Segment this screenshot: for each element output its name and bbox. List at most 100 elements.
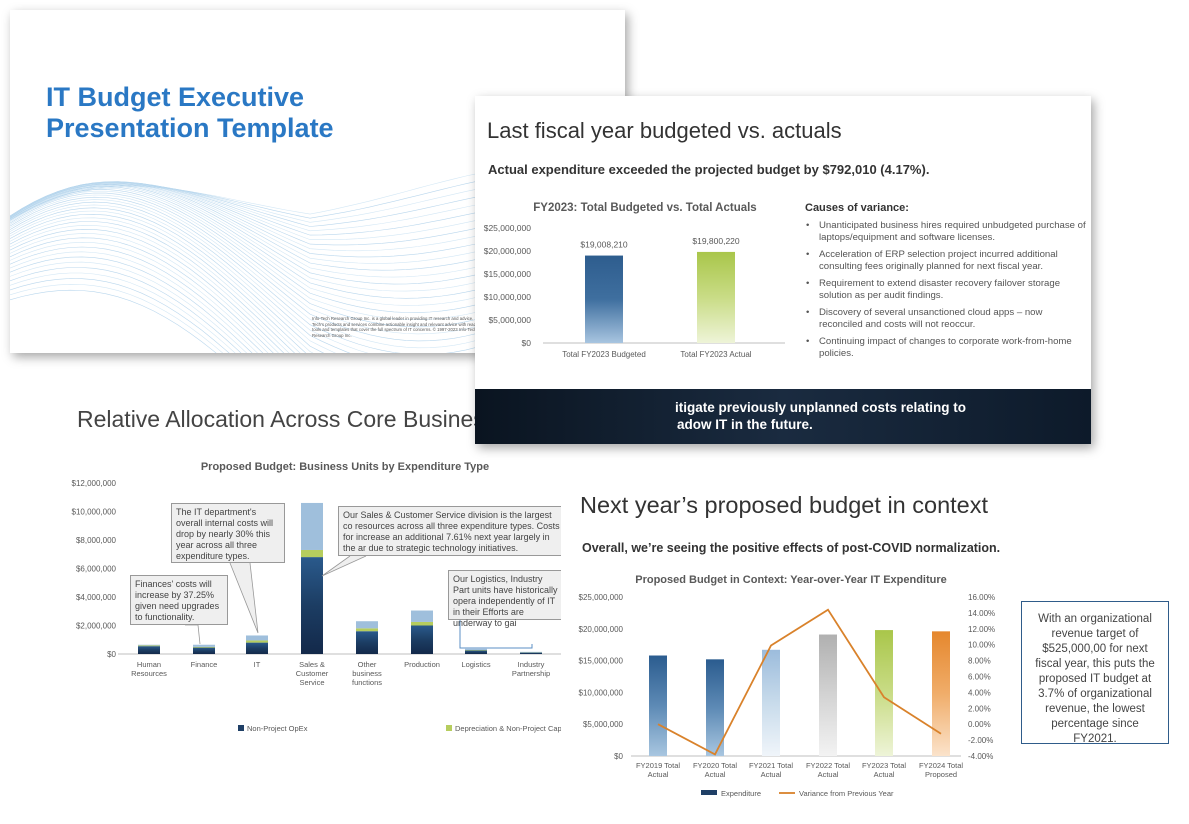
x-tick-label: Total FY2023 Budgeted	[562, 350, 646, 359]
bar-segment	[301, 549, 323, 558]
x-tick-label: Finance	[191, 660, 218, 669]
y-tick-label: $20,000,000	[579, 625, 624, 634]
bar-segment	[193, 646, 215, 648]
y-tick-label: $0	[107, 650, 116, 659]
callout-pointer	[321, 555, 367, 577]
bar-segment	[246, 635, 268, 641]
y2-tick-label: 0.00%	[968, 720, 991, 729]
legend-swatch	[238, 725, 244, 731]
budget-bar-chart: $0 $5,000,000 $10,000,000 $15,000,000 $20,00…	[484, 223, 785, 359]
legend-label: Expenditure	[721, 789, 761, 798]
y2-tick-label: 14.00%	[968, 609, 995, 618]
y2-tick-label: 12.00%	[968, 625, 995, 634]
y2-tick-label: 6.00%	[968, 673, 991, 682]
x-tick-label: Sales & Customer Service	[296, 660, 329, 687]
wave-line	[10, 237, 623, 353]
yoy-combo-chart: $0 $5,000,000 $10,000,000 $15,000,000 $20,00…	[579, 593, 996, 798]
x-tick-label: FY2024 Total Proposed	[919, 761, 963, 779]
y-tick-label: $10,000,000	[484, 292, 532, 302]
list-item: Requirement to extend disaster recovery …	[805, 278, 1087, 301]
wave-line	[10, 213, 623, 353]
wave-line	[10, 228, 623, 353]
list-item: Continuing impact of changes to corporat…	[805, 336, 1087, 359]
wave-line	[10, 233, 623, 353]
callout-finance: Finances' costs will increase by 37.25% …	[130, 575, 228, 625]
slide-subtitle: Overall, we’re seeing the positive effec…	[582, 541, 1001, 555]
bar-segment	[356, 621, 378, 629]
banner-text: itigate previously unplanned costs relat…	[675, 399, 966, 433]
y2-tick-label: 10.00%	[968, 641, 995, 650]
x-tick-label: FY2021 Total Actual	[749, 761, 793, 779]
chart-title: Proposed Budget: Business Units by Expen…	[200, 461, 490, 473]
chart-title: Proposed Budget in Context: Year-over-Ye…	[635, 574, 947, 586]
x-tick-label: Industry Partnership	[512, 660, 550, 678]
banner-line-1: itigate previously unplanned costs relat…	[675, 400, 967, 415]
legend-label: Variance from Previous Year	[799, 789, 894, 798]
x-tick-label: FY2019 Total Actual	[636, 761, 680, 779]
legend-swatch	[446, 725, 452, 731]
revenue-note: With an organizational revenue target of…	[1021, 601, 1169, 745]
wave-line	[10, 217, 623, 353]
slide-title: Last fiscal year budgeted vs. actuals	[487, 118, 842, 143]
bar-segment	[411, 621, 433, 626]
bar-segment	[465, 648, 487, 651]
bar	[585, 255, 623, 343]
data-label: $19,008,210	[580, 240, 628, 250]
bar	[697, 251, 735, 343]
callout-pointer	[229, 562, 259, 634]
slide-subtitle: Actual expenditure exceeded the projecte…	[488, 162, 930, 177]
bar-segment	[246, 642, 268, 654]
y-tick-label: $0	[522, 338, 532, 348]
bar	[649, 655, 667, 756]
x-tick-label: Production	[404, 660, 440, 669]
bar-segment	[411, 610, 433, 622]
list-item: Unanticipated business hires required un…	[805, 220, 1087, 243]
causes-list: Unanticipated business hires required un…	[805, 220, 1087, 365]
bar-segment	[138, 645, 160, 647]
x-tick-label: Other business functions	[352, 660, 382, 687]
x-tick-label: Human Resources	[131, 660, 167, 678]
callout-sales: Our Sales & Customer Service division is…	[338, 506, 566, 556]
wave-line	[10, 261, 623, 353]
slide-title: Next year’s proposed budget in context	[580, 492, 989, 518]
y2-tick-label: 4.00%	[968, 688, 991, 697]
y2-tick-label: -2.00%	[968, 736, 993, 745]
y-tick-label: $6,000,000	[76, 565, 117, 574]
wave-line	[10, 272, 623, 353]
causes-title: Causes of variance:	[805, 202, 909, 214]
legend-label: Non-Project OpEx	[247, 724, 308, 733]
title-line-2: Presentation Template	[46, 113, 334, 143]
bar-segment	[301, 557, 323, 654]
x-tick-label: IT	[254, 660, 261, 669]
list-item: Discovery of several unsanctioned cloud …	[805, 307, 1087, 330]
y-tick-label: $4,000,000	[76, 593, 117, 602]
y-tick-label: $2,000,000	[76, 622, 117, 631]
wave-line	[10, 256, 623, 353]
legend-swatch	[701, 790, 717, 795]
wave-line	[10, 283, 623, 353]
callout-bracket	[459, 620, 533, 649]
y-tick-label: $10,000,000	[72, 508, 117, 517]
bar-segment	[301, 502, 323, 550]
callout-logistics: Our Logistics, Industry Part units have …	[448, 570, 566, 628]
bar-segment	[356, 628, 378, 632]
banner-line-2: adow IT in the future.	[677, 417, 813, 432]
y-tick-label: $10,000,000	[579, 688, 624, 697]
y-tick-label: $5,000,000	[488, 315, 531, 325]
y-tick-label: $0	[614, 752, 623, 761]
wave-line	[10, 210, 623, 353]
wave-line	[10, 267, 623, 353]
callout-it: The IT department's overall internal cos…	[171, 503, 285, 563]
bar	[819, 634, 837, 756]
wave-line	[10, 207, 623, 353]
y-tick-label: $12,000,000	[72, 479, 117, 488]
y-tick-label: $8,000,000	[76, 536, 117, 545]
list-item: Acceleration of ERP selection project in…	[805, 249, 1087, 272]
legend-label: Depreciation & Non-Project CapEx	[455, 724, 571, 733]
bar-segment	[246, 640, 268, 643]
title-line-1: IT Budget Executive	[46, 82, 305, 112]
bar-segment	[193, 644, 215, 647]
x-tick-label: Total FY2023 Actual	[680, 350, 751, 359]
y2-tick-label: 8.00%	[968, 657, 991, 666]
bar	[875, 630, 893, 756]
